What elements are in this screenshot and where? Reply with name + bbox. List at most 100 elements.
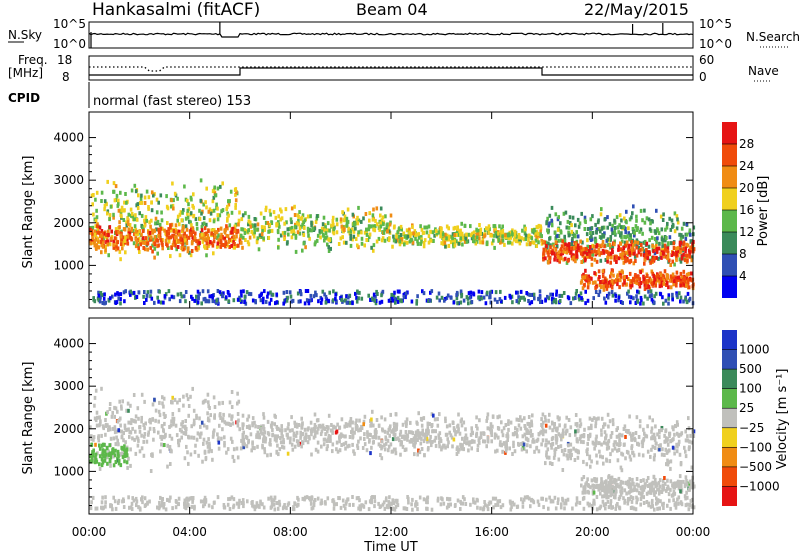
data-cell	[331, 428, 334, 433]
data-cell	[638, 419, 642, 424]
data-cell	[233, 245, 236, 250]
data-cell	[232, 458, 236, 463]
data-cell	[627, 484, 631, 488]
data-cell	[533, 229, 537, 234]
data-cell	[650, 235, 654, 240]
data-cell	[456, 301, 459, 306]
data-cell	[343, 424, 346, 429]
data-cell	[255, 433, 258, 438]
data-cell	[603, 231, 606, 236]
data-cell	[127, 420, 130, 425]
data-cell	[551, 250, 554, 255]
data-cell	[536, 237, 539, 241]
data-cell	[679, 259, 683, 264]
data-cell	[205, 246, 209, 250]
data-cell	[223, 435, 226, 440]
data-cell	[407, 430, 411, 435]
data-cell	[656, 506, 659, 511]
data-cell	[513, 449, 517, 454]
data-cell	[137, 438, 140, 443]
data-cell	[547, 440, 551, 445]
data-cell	[174, 230, 177, 235]
data-cell	[498, 297, 502, 302]
data-cell	[518, 241, 522, 246]
data-cell	[232, 234, 236, 239]
data-cell	[126, 237, 129, 242]
data-cell	[308, 228, 311, 233]
data-cell	[588, 434, 592, 439]
data-cell	[599, 285, 603, 290]
data-cell	[268, 208, 272, 213]
data-cell	[354, 221, 357, 226]
data-cell	[629, 482, 633, 487]
data-cell	[572, 446, 575, 451]
data-cell	[102, 296, 106, 301]
data-cell	[136, 443, 140, 448]
data-cell	[541, 420, 545, 425]
data-cell	[616, 278, 619, 283]
data-cell	[638, 277, 641, 282]
data-cell	[306, 229, 310, 234]
data-cell	[673, 279, 676, 284]
data-cell	[581, 286, 585, 291]
data-cell	[558, 293, 561, 298]
data-cell	[470, 446, 473, 451]
data-cell	[517, 295, 520, 300]
data-cell	[326, 242, 329, 247]
data-cell	[455, 296, 459, 301]
data-cell	[165, 204, 169, 209]
data-cell	[606, 412, 610, 417]
data-cell	[286, 432, 289, 437]
data-cell	[523, 231, 527, 236]
data-cell	[263, 447, 266, 452]
data-cell	[157, 409, 161, 414]
data-cell	[402, 506, 406, 511]
data-cell	[658, 506, 661, 511]
data-cell	[109, 436, 113, 441]
data-cell	[444, 445, 447, 450]
data-cell	[151, 243, 154, 248]
data-cell	[583, 258, 587, 263]
data-cell	[597, 269, 601, 274]
data-cell	[665, 225, 669, 230]
data-cell	[624, 243, 628, 248]
data-cell	[134, 451, 138, 456]
data-cell	[594, 285, 597, 290]
data-cell	[372, 243, 376, 248]
data-cell	[595, 460, 599, 465]
data-cell	[362, 216, 365, 221]
data-cell	[188, 250, 191, 255]
data-cell	[227, 213, 230, 218]
data-cell	[278, 428, 282, 433]
data-cell	[557, 234, 561, 238]
data-cell	[345, 216, 349, 221]
data-cell	[347, 226, 350, 231]
data-cell	[574, 413, 578, 417]
data-cell	[90, 442, 94, 447]
data-cell	[155, 197, 159, 202]
data-cell	[157, 200, 160, 205]
data-cell	[623, 234, 626, 239]
data-cell	[204, 398, 207, 403]
data-cell	[553, 495, 557, 500]
data-cell	[560, 238, 563, 243]
data-cell	[457, 447, 461, 452]
data-cell	[427, 299, 430, 303]
data-cell	[399, 442, 402, 447]
data-cell	[428, 422, 431, 426]
data-cell	[578, 221, 582, 226]
data-cell	[213, 234, 217, 239]
data-cell	[185, 241, 189, 246]
data-cell	[407, 500, 410, 505]
data-cell	[148, 231, 152, 235]
data-cell	[115, 193, 119, 198]
data-cell	[364, 500, 368, 505]
data-cell	[682, 479, 685, 484]
data-cell	[219, 240, 223, 245]
data-cell	[545, 221, 548, 226]
data-cell	[170, 294, 174, 299]
data-cell	[254, 299, 257, 303]
nave-tick-top: 60	[699, 53, 714, 67]
data-cell	[100, 243, 103, 248]
